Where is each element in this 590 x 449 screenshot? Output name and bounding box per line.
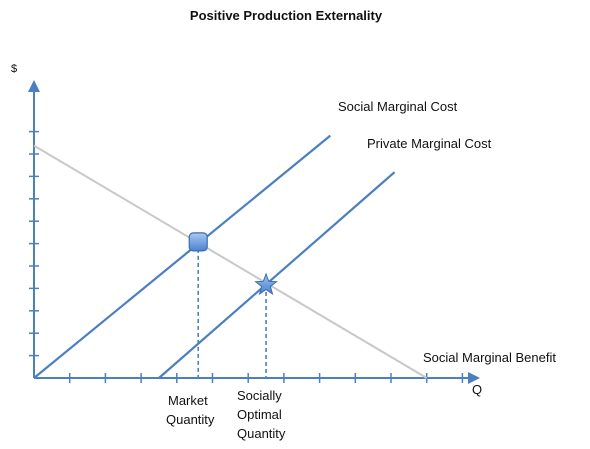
x-axis-arrow	[468, 372, 480, 384]
market-quantity-label-line2: Quantity	[166, 412, 215, 427]
x-axis-label: Q	[472, 382, 482, 397]
private-marginal-cost-label: Private Marginal Cost	[367, 136, 492, 151]
social-marginal-benefit-line	[33, 144, 428, 379]
social-marginal-benefit-label: Social Marginal Benefit	[423, 350, 556, 365]
social-optimal-quantity-label-line2: Optimal	[237, 407, 282, 422]
market-quantity-label-line1: Market	[168, 393, 208, 408]
social-optimum-star-icon	[254, 272, 278, 296]
social-marginal-cost-label: Social Marginal Cost	[338, 99, 458, 114]
y-axis-label: $	[11, 63, 17, 75]
social-optimal-quantity-label-line1: Socially	[237, 388, 282, 403]
social-marginal-cost-line	[33, 134, 332, 379]
private-marginal-cost-line	[158, 171, 396, 379]
social-optimal-quantity-label-line3: Quantity	[237, 426, 286, 441]
chart-title: Positive Production Externality	[190, 8, 383, 23]
y-axis-arrow	[28, 80, 40, 92]
market-equilibrium-marker	[188, 232, 208, 252]
